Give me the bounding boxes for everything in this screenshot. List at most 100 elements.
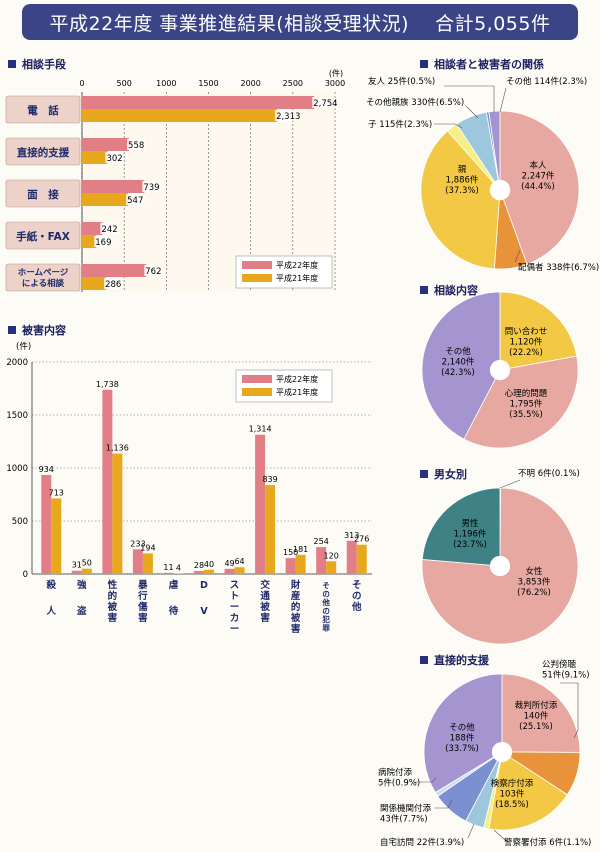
- slice-label: 本人: [529, 160, 547, 171]
- slice-label: 親: [458, 164, 467, 175]
- slice-label: 女性: [525, 566, 543, 577]
- bar-label-bg: [142, 181, 161, 192]
- tick-label: 500: [117, 79, 132, 88]
- slice-label: 5件(0.9%): [378, 778, 420, 789]
- category-label: そ: [352, 580, 362, 591]
- bar: [326, 561, 337, 574]
- category-label: による相談: [22, 278, 65, 289]
- bar: [112, 453, 123, 574]
- slice-label: (22.2%): [509, 348, 543, 358]
- bar-label: 558: [128, 141, 144, 151]
- category-label: 被: [291, 612, 301, 624]
- slice-label: 子 115件(2.3%): [368, 119, 432, 130]
- section-marker: [8, 326, 16, 334]
- bar-label: 1,314: [249, 425, 272, 434]
- category-label: 他: [321, 597, 330, 607]
- category-label: 被: [108, 601, 118, 613]
- slice-label: 140件: [524, 711, 549, 722]
- tick-label: 3000: [325, 79, 345, 88]
- slice-label: (42.3%): [441, 368, 475, 378]
- section-consult-method: 相談手段: [8, 56, 66, 72]
- bar-label: 276: [354, 535, 369, 544]
- bar-label: 254: [314, 537, 329, 546]
- category-label: 人: [47, 605, 57, 617]
- category-label: 面 接: [27, 188, 59, 201]
- category-label: ホームページ: [18, 268, 69, 278]
- leader-line: [414, 777, 437, 783]
- pie-hole: [491, 741, 513, 763]
- leader-line: [467, 823, 475, 839]
- bar-label: 233: [130, 539, 145, 548]
- pie-hole: [489, 179, 511, 201]
- slice-label: 1,886件: [446, 175, 479, 186]
- tick-label: 1000: [156, 79, 176, 88]
- section-marker: [420, 470, 428, 478]
- bar-label-bg: [126, 194, 145, 205]
- bar: [71, 570, 82, 574]
- slice-label: 裁判所付添: [515, 700, 558, 711]
- bar: [234, 567, 245, 574]
- tick-label: 1500: [198, 79, 218, 88]
- bar-label: 739: [143, 183, 159, 193]
- slice-label: その他親族 330件(6.5%): [366, 97, 464, 108]
- bar: [82, 193, 129, 206]
- slice-label: 心理的問題: [505, 388, 548, 399]
- pie-slice: [499, 110, 580, 265]
- bar-label-bg: [94, 236, 113, 247]
- category-label: 電 話: [27, 104, 59, 117]
- bar-label: 302: [106, 154, 122, 164]
- section-title: 相談者と被害者の関係: [434, 58, 544, 71]
- bar: [224, 568, 235, 574]
- legend-label: 平成21年度: [276, 273, 318, 283]
- category-label: ト: [230, 591, 240, 602]
- bar-label: 1,738: [96, 380, 119, 389]
- bar: [82, 109, 278, 122]
- category-label: の: [322, 590, 330, 599]
- bar-label-bg: [104, 278, 123, 289]
- category-label: 性: [108, 579, 118, 591]
- bar-label: 242: [101, 225, 117, 235]
- bar-label-bg: [100, 223, 119, 234]
- category-label: D: [200, 580, 208, 591]
- leader-line: [514, 249, 521, 263]
- category-box: [5, 95, 81, 124]
- category-label: 害: [291, 623, 301, 635]
- bar-label: 28: [194, 561, 204, 570]
- bar: [81, 568, 92, 574]
- legend-swatch: [242, 274, 272, 282]
- leader-line: [493, 829, 506, 841]
- tick-label: 2000: [6, 358, 28, 368]
- leader-line: [560, 682, 579, 739]
- section-marker: [420, 60, 428, 68]
- bar-label-bg: [312, 97, 331, 108]
- category-label: ー: [230, 602, 240, 613]
- slice-label: (25.1%): [519, 722, 553, 732]
- category-box: [5, 221, 81, 250]
- bar-label-bg: [127, 139, 146, 150]
- bar: [41, 474, 52, 574]
- leader-line: [465, 105, 479, 119]
- slice-label: 関係機関付添: [380, 803, 432, 814]
- category-label: 害: [260, 612, 270, 624]
- category-label: 盗: [77, 605, 87, 617]
- bar-label: 11: [163, 563, 173, 572]
- bar-label: 2,313: [276, 112, 300, 122]
- bar-label: 934: [39, 465, 54, 474]
- page-total: 合計5,055件: [435, 12, 551, 35]
- category-label: 罪: [322, 623, 330, 633]
- unit-label: (件): [16, 341, 31, 352]
- pie-hole: [489, 555, 511, 577]
- slice-label: 友人 25件(0.5%): [368, 76, 435, 87]
- category-box: [5, 263, 81, 292]
- section-title: 男女別: [434, 468, 467, 481]
- bar-label-bg: [144, 265, 163, 276]
- category-label: V: [200, 606, 208, 617]
- category-label: カ: [230, 613, 240, 624]
- section-marker: [420, 286, 428, 294]
- bar-label: 181: [293, 545, 308, 554]
- category-label: 暴: [137, 579, 148, 591]
- slice-label: 51件(9.1%): [542, 670, 590, 681]
- bar: [102, 389, 113, 574]
- category-label: 他: [351, 601, 362, 613]
